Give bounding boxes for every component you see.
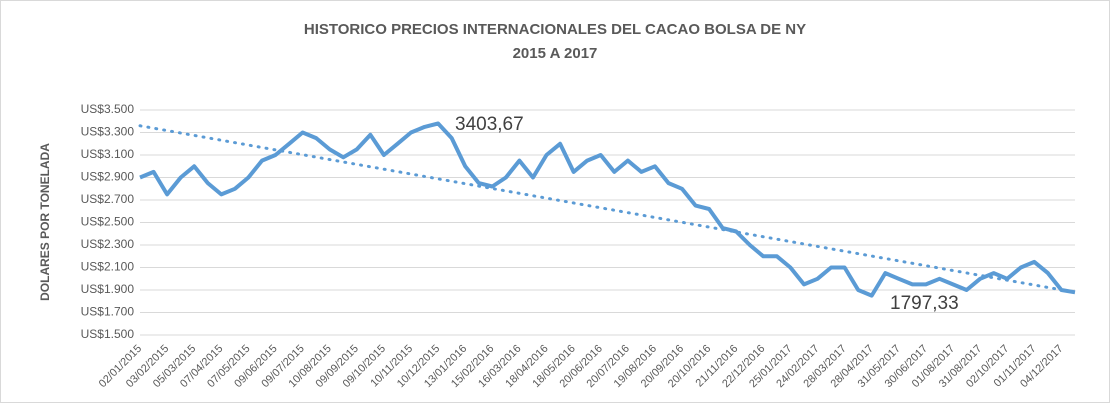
annotation: 3403,67 [455, 114, 524, 135]
y-tick-label: US$3.500 [81, 102, 135, 116]
chart-subtitle: 2015 A 2017 [513, 45, 598, 62]
y-tick-label: US$2.300 [81, 237, 135, 251]
y-tick-label: US$3.300 [81, 125, 135, 139]
y-tick-label: US$3.100 [81, 147, 135, 161]
y-tick-label: US$2.100 [81, 260, 135, 274]
y-tick-label: US$2.500 [81, 215, 135, 229]
y-axis-label: DOLARES POR TONELADA [38, 143, 52, 301]
annotation: 1797,33 [890, 293, 959, 314]
trend-line [138, 124, 1077, 294]
price-line [139, 121, 1076, 298]
y-tick-label: US$1.900 [81, 282, 135, 296]
y-tick-label: US$1.500 [81, 327, 135, 341]
chart-title: HISTORICO PRECIOS INTERNACIONALES DEL CA… [304, 21, 806, 38]
y-tick-label: US$1.700 [81, 305, 135, 319]
y-tick-label: US$2.700 [81, 192, 135, 206]
y-tick-label: US$2.900 [81, 170, 135, 184]
